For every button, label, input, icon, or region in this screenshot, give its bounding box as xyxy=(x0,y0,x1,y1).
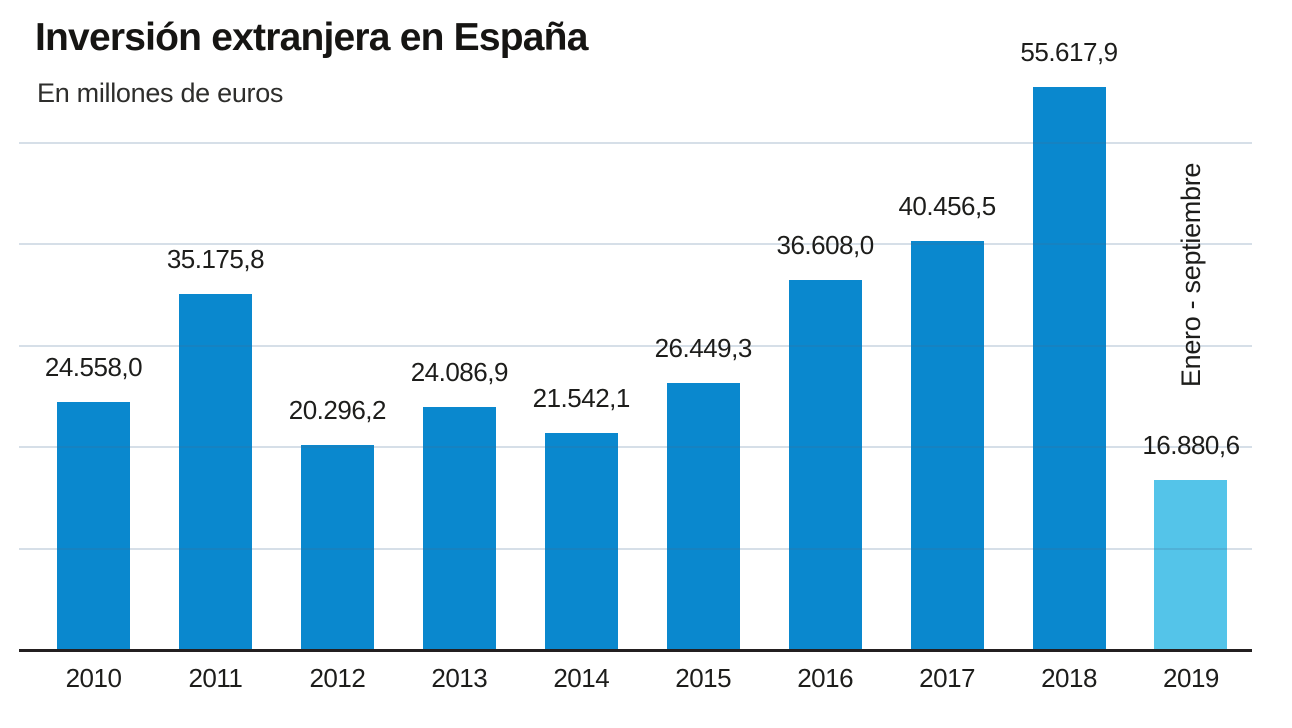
x-label-2012: 2012 xyxy=(309,663,366,693)
bar-2016 xyxy=(788,279,862,651)
x-label-2019: 2019 xyxy=(1163,663,1219,693)
x-label-2013: 2013 xyxy=(431,663,488,693)
gridline-10000 xyxy=(19,547,1252,550)
bar-2013 xyxy=(422,406,496,651)
bar-2014 xyxy=(544,432,618,651)
x-label-2016: 2016 xyxy=(797,663,854,693)
value-label-2019: 16.880,6 xyxy=(1142,429,1240,460)
value-label-2011: 35.175,8 xyxy=(166,244,265,275)
x-label-2010: 2010 xyxy=(65,663,122,693)
chart-subtitle: En millones de euros xyxy=(37,78,284,108)
gridline-50000 xyxy=(19,141,1252,144)
x-label-2017: 2017 xyxy=(919,663,975,693)
plot-area: Enero - septiembre 24.558,0 35.175,8 20.29… xyxy=(19,0,1252,651)
bar-2019 xyxy=(1154,479,1228,651)
bar-2011 xyxy=(178,294,252,651)
x-label-2014: 2014 xyxy=(553,663,610,693)
x-label-2018: 2018 xyxy=(1041,663,1097,693)
value-label-2015: 26.449,3 xyxy=(654,332,753,363)
bar-2015 xyxy=(666,382,740,651)
bar-2017 xyxy=(910,240,984,651)
x-label-2015: 2015 xyxy=(675,663,732,693)
gridline-40000 xyxy=(19,243,1252,246)
gridline-30000 xyxy=(19,344,1252,347)
gridline-20000 xyxy=(19,446,1252,449)
value-label-2018: 55.617,9 xyxy=(1020,37,1118,67)
period-annotation-label: Enero - septiembre xyxy=(1176,162,1206,388)
value-label-2013: 24.086,9 xyxy=(410,356,509,387)
chart-title: Inversión extranjera en España xyxy=(35,16,588,59)
value-label-2010: 24.558,0 xyxy=(44,351,143,382)
value-label-2012: 20.296,2 xyxy=(288,395,387,426)
value-label-2016: 36.608,0 xyxy=(776,229,875,260)
x-label-2011: 2011 xyxy=(188,663,243,693)
bar-2012 xyxy=(300,445,374,651)
bar-2018 xyxy=(1032,87,1106,651)
bar-chart: Enero - septiembre 24.558,0 35.175,8 20.29… xyxy=(19,0,1252,728)
value-label-2014: 21.542,1 xyxy=(532,382,631,413)
value-label-2017: 40.456,5 xyxy=(898,190,996,221)
bar-2010 xyxy=(57,401,130,651)
x-axis-line xyxy=(19,649,1252,652)
